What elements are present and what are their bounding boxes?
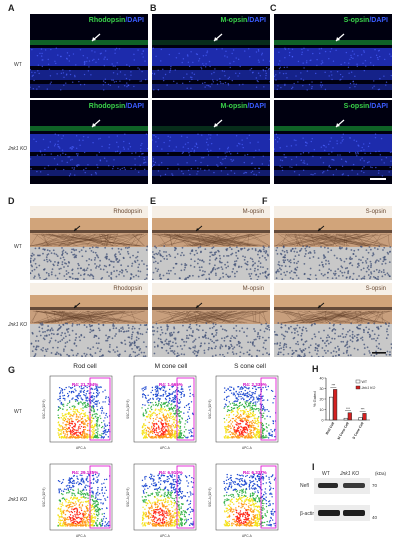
flow-col-title-rod: Rod cell [55,363,115,370]
row-label-ko-fluor: Jnk1 KO [8,146,27,152]
y-tick-label: 0 [322,418,324,422]
nefl-band-wt [318,483,338,488]
y-axis-label: % Gated [312,391,317,407]
y-tick-label: 40 [320,376,324,380]
ihc-panel-ko-2: S-opsin [274,283,392,357]
fluor-panel-ko-0: Rhodopsin/DAPI [30,100,148,184]
gate-percentage: R4: 6.337% [243,470,267,475]
ihc-title-ko-2: S-opsin [366,286,386,292]
significance-marker: *** [346,407,350,411]
y-tick-label: 30 [320,387,324,391]
flow-plot-wt-2: R4: 2.339% APC-A SSC-A (10^3) [206,372,282,452]
ihc-title-ko-1: M-opsin [243,286,264,292]
actin-band-wt [318,510,340,516]
flow-col-title-mcone: M cone cell [141,363,201,370]
panel-label-f: F [262,196,268,206]
nefl-band-ko [343,483,365,488]
fluor-panel-ko-2: S-opsin/DAPI [274,100,392,184]
fluor-title-ko-2: S-opsin/DAPI [344,103,388,110]
panel-label-b: B [150,3,157,13]
svg-text:APC-A: APC-A [160,446,171,450]
fluor-title-ko-1: M-opsin/DAPI [221,103,267,110]
panel-label-a: A [8,3,15,13]
actin-blot [314,505,370,521]
ihc-panel-wt-1: M-opsin [152,206,270,280]
bar-ko-0 [333,389,337,420]
nefl-blot [314,478,370,494]
fluor-panel-ko-1: M-opsin/DAPI [152,100,270,184]
gate-percentage: R4: 21.794% [72,382,98,387]
row-label-wt-fluor: WT [14,62,22,68]
panel-label-e: E [150,196,156,206]
marker-70: 70 [372,483,377,488]
ihc-panel-ko-1: M-opsin [152,283,270,357]
row-label-ko-ihc: Jnk1 KO [8,322,27,328]
marker-40: 40 [372,515,377,520]
category-label: M Cone Cell [337,421,350,440]
significance-marker: *** [331,384,335,388]
ihc-title-wt-2: S-opsin [366,209,386,215]
svg-text:APC-A: APC-A [76,446,87,450]
lane-label-wt: WT [322,471,330,477]
flow-plot-wt-0: R4: 21.794% APC-A SSC-A (10^3) [40,372,116,452]
bar-ko-1 [348,413,352,420]
flow-plot-ko-1: R4: 6.910% APC-A SSC-A (10^3) [124,460,200,540]
fluor-panel-wt-0: Rhodopsin/DAPI [30,14,148,98]
ihc-title-ko-0: Rhodopsin [113,286,142,292]
legend-label: WT [362,380,368,384]
fluor-title-wt-0: Rhodopsin/DAPI [89,17,144,24]
svg-text:SSC-A (10^3): SSC-A (10^3) [42,400,46,419]
gated-bar-chart: 0 10 20 30 40 % Gated *** Rod Cell *** M Cone Cel… [312,372,398,452]
band-label-actin: β-actin [300,511,315,517]
fluor-panel-wt-1: M-opsin/DAPI [152,14,270,98]
legend-label: Jnk1 KO [361,386,376,390]
ihc-title-wt-1: M-opsin [243,209,264,215]
panel-label-i: I [312,462,315,472]
row-label-wt-ihc: WT [14,244,22,250]
fluor-panel-wt-2: S-opsin/DAPI [274,14,392,98]
legend-swatch [356,386,360,389]
bar-wt-2 [359,418,363,420]
ihc-panel-ko-0: Rhodopsin [30,283,148,357]
ihc-panel-wt-0: Rhodopsin [30,206,148,280]
legend-swatch [356,380,360,383]
significance-marker: *** [361,408,365,412]
gate-percentage: R4: 29.125% [72,470,98,475]
bar-ko-2 [363,413,367,420]
bar-wt-1 [344,418,348,420]
ihc-title-wt-0: Rhodopsin [113,209,142,215]
flow-plot-wt-1: R4: 1.665% APC-A SSC-A (10^3) [124,372,200,452]
y-tick-label: 20 [320,397,324,401]
kda-unit: (kDa) [375,471,386,476]
band-label-nefl: Nefl [300,483,309,489]
actin-band-ko [343,510,365,516]
panel-label-g: G [8,365,15,375]
flow-plot-ko-2: R4: 6.337% APC-A SSC-A (10^3) [206,460,282,540]
fluor-title-wt-2: S-opsin/DAPI [344,17,388,24]
gate-percentage: R4: 2.339% [243,382,267,387]
category-label: Rod Cell [325,421,335,435]
svg-text:SSC-A (10^3): SSC-A (10^3) [126,400,130,419]
row-label-wt-flow: WT [14,409,22,415]
y-tick-label: 10 [320,408,324,412]
gate-percentage: R4: 1.665% [159,382,183,387]
bar-wt-0 [329,397,333,420]
fluor-title-wt-1: M-opsin/DAPI [221,17,267,24]
lane-label-ko: Jnk1 KO [340,471,359,477]
flow-plot-ko-0: R4: 29.125% APC-A SSC-A (10^3) [40,460,116,540]
row-label-ko-flow: Jnk1 KO [8,497,27,503]
fluor-title-ko-0: Rhodopsin/DAPI [89,103,144,110]
panel-label-c: C [270,3,277,13]
category-label: S Cone Cell [352,421,365,439]
ihc-panel-wt-2: S-opsin [274,206,392,280]
panel-label-d: D [8,196,15,206]
flow-col-title-scone: S cone cell [220,363,280,370]
gate-percentage: R4: 6.910% [159,470,183,475]
